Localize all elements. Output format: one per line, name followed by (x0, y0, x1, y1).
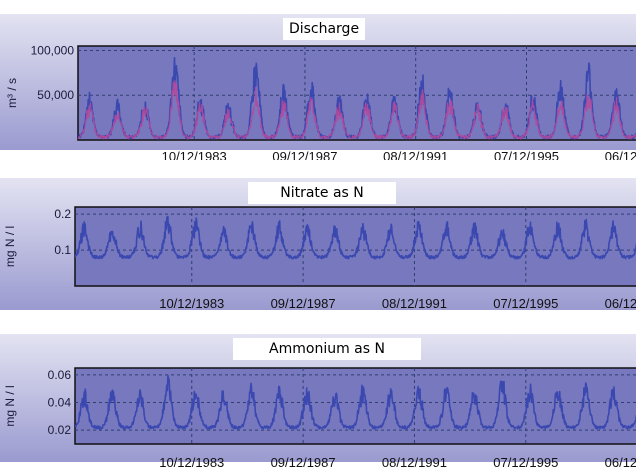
y-tick-label: 50,000 (37, 88, 74, 102)
ammonium-chart-title: Ammonium as N (233, 338, 421, 360)
x-tick-label: 07/12/1995 (493, 455, 558, 470)
discharge-chart-title: Discharge (283, 18, 365, 40)
discharge-series-line-2 (78, 80, 636, 140)
nitrate-as-n-series-line-1 (75, 215, 636, 260)
y-axis-label: mg N / l (3, 385, 17, 426)
x-tick-label: 09/12/1987 (271, 296, 336, 311)
y-tick-label: 0.1 (54, 243, 71, 257)
nitrate-chart: 0.2 0.1 10/12/1983 09/12/1987 08/12/1991 07/1… (0, 178, 636, 311)
nitrate-chart-title: Nitrate as N (248, 182, 396, 204)
y-tick-label: 0.02 (48, 423, 72, 437)
x-tick-label: 07/12/1995 (493, 296, 558, 311)
y-tick-label: 0.06 (48, 368, 72, 382)
ammonium-as-n-series-line-1 (75, 374, 636, 430)
y-axis-label: m³ / s (5, 78, 19, 108)
ammonium-chart: 0.06 0.04 0.02 10/12/1983 09/12/1987 08/12/19… (0, 334, 636, 470)
x-tick-label: 10/12/1983 (162, 149, 227, 160)
x-tick-label: 08/12/1991 (382, 296, 447, 311)
plot-area (77, 45, 636, 141)
x-tick-label: 06/12/1999 (605, 149, 636, 160)
y-tick-label: 0.2 (54, 207, 71, 221)
ammonium-panel: 0.06 0.04 0.02 10/12/1983 09/12/1987 08/12/19… (0, 330, 636, 470)
x-tick-label: 09/12/1987 (271, 455, 336, 470)
x-tick-label: 09/12/1987 (272, 149, 337, 160)
x-tick-label: 07/12/1995 (494, 149, 559, 160)
x-tick-label: 08/12/1991 (382, 455, 447, 470)
plot-area (74, 367, 636, 445)
y-tick-label: 100,000 (31, 43, 75, 57)
x-tick-label: 06/12/1999 (605, 455, 636, 470)
x-tick-label: 10/12/1983 (159, 455, 224, 470)
x-tick-label: 10/12/1983 (159, 296, 224, 311)
y-tick-label: 0.04 (48, 396, 72, 410)
discharge-panel: 100,000 50,000 10/12/1983 09/12/1987 08/12/1… (0, 0, 636, 160)
x-tick-label: 06/12/1999 (605, 296, 636, 311)
nitrate-panel: 0.2 0.1 10/12/1983 09/12/1987 08/12/1991 07/1… (0, 170, 636, 320)
plot-area (74, 206, 636, 287)
x-tick-label: 08/12/1991 (383, 149, 448, 160)
y-axis-label: mg N / l (3, 226, 17, 267)
